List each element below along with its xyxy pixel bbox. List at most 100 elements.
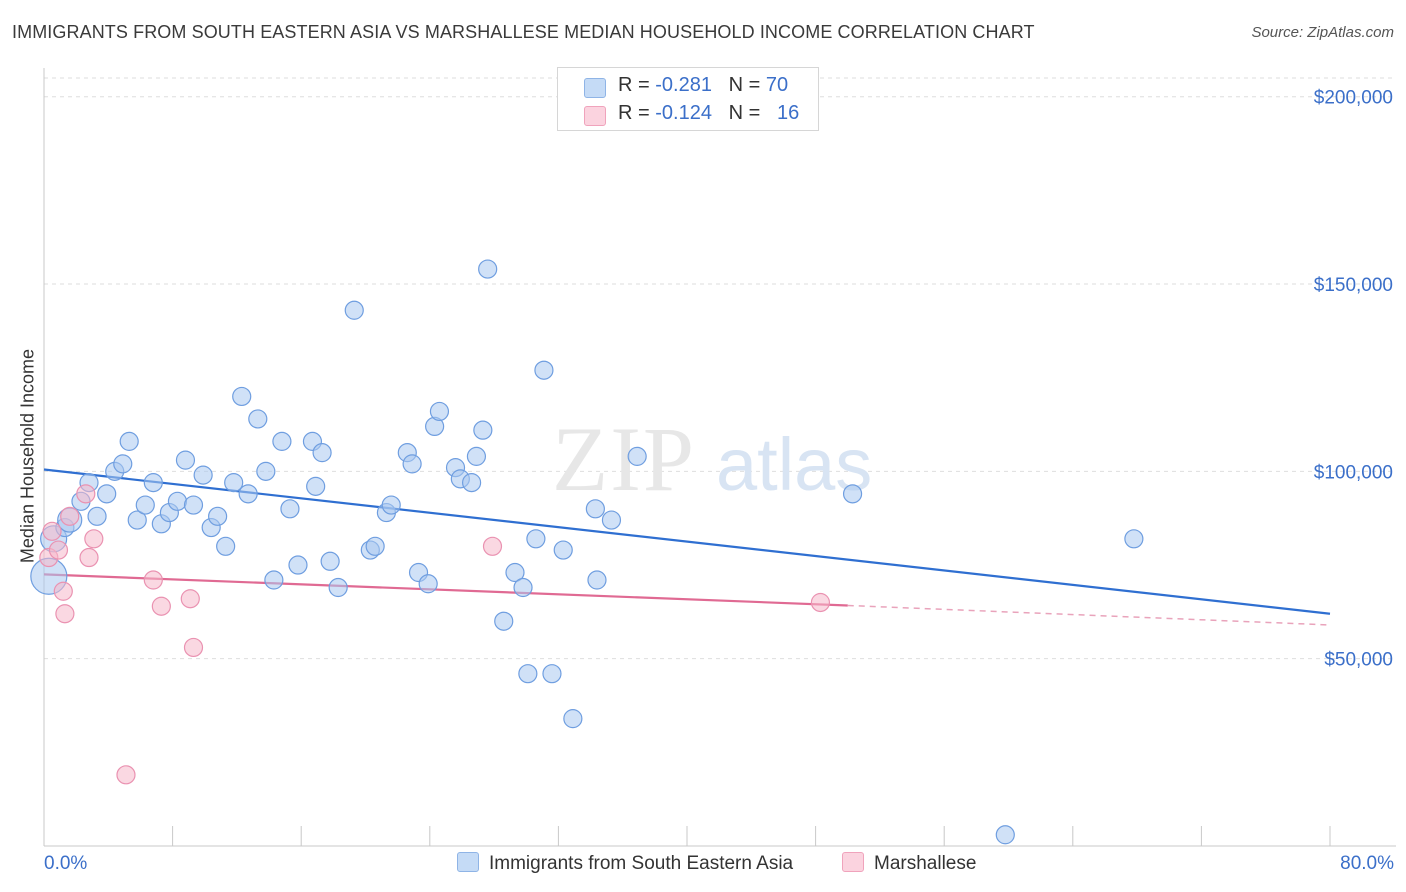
data-point-sea: [365, 536, 385, 556]
correlation-legend: R = -0.281 N = 70 R = -0.124 N = 16: [557, 67, 819, 131]
data-point-marshallese: [482, 536, 503, 556]
data-point-sea: [563, 709, 583, 729]
data-point-sea: [232, 386, 252, 407]
bottom-legend-swatch-pink: [842, 852, 864, 872]
data-point-sea: [461, 473, 482, 493]
data-point-sea: [995, 825, 1015, 845]
data-point-sea: [113, 454, 133, 474]
data-point-sea: [505, 562, 525, 583]
bottom-legend-swatch-blue: [457, 852, 479, 872]
data-point-marshallese: [180, 589, 200, 609]
x-tick-label: 0.0%: [44, 853, 87, 874]
data-point-marshallese: [42, 521, 62, 541]
data-point-marshallese: [143, 570, 163, 590]
chart-title: IMMIGRANTS FROM SOUTH EASTERN ASIA VS MA…: [12, 22, 1035, 42]
data-point-marshallese: [48, 540, 69, 560]
trend-line-marshallese-extension: [847, 604, 1331, 626]
data-point-sea: [135, 495, 155, 515]
data-point-sea: [534, 360, 554, 380]
data-point-sea: [280, 499, 300, 519]
data-point-sea: [601, 510, 622, 530]
data-point-marshallese: [79, 547, 99, 568]
data-point-sea: [1124, 529, 1144, 549]
trend-lines: [43, 468, 1331, 626]
data-point-marshallese: [60, 506, 80, 526]
trend-line-marshallese: [43, 573, 848, 607]
tick-labels: $50,000 $100,000 $150,000 $200,000 0.0% 80.0%: [44, 88, 1394, 874]
data-point-sea: [344, 300, 364, 320]
x-tick-label: 80.0%: [1340, 853, 1394, 874]
data-point-marshallese: [55, 604, 75, 624]
legend-r-label: R =: [618, 74, 656, 96]
y-axis-label: Median Household Income: [17, 348, 38, 564]
data-point-sea: [478, 259, 498, 279]
data-point-sea: [143, 473, 163, 493]
data-point-sea: [381, 495, 401, 515]
data-point-sea: [320, 551, 340, 571]
data-point-sea: [127, 510, 147, 530]
data-point-sea: [87, 506, 107, 526]
data-point-sea: [306, 476, 326, 496]
data-point-sea: [418, 574, 438, 594]
data-point-marshallese: [183, 637, 204, 658]
data-point-marshallese: [84, 529, 104, 549]
legend-r-value: -0.281: [655, 74, 712, 96]
data-point-sea: [183, 495, 204, 515]
data-point-sea: [272, 431, 292, 451]
y-tick-label: $100,000: [1314, 462, 1393, 483]
bottom-legend-label: Marshallese: [874, 853, 977, 874]
data-point-sea: [238, 484, 258, 504]
data-point-sea: [208, 506, 228, 526]
data-point-sea: [585, 499, 605, 519]
data-point-marshallese: [53, 581, 73, 601]
data-point-sea: [526, 529, 546, 549]
legend-r-value: -0.124: [655, 102, 712, 124]
data-point-marshallese: [76, 484, 96, 504]
data-point-sea: [542, 664, 562, 684]
data-point-sea: [216, 536, 236, 556]
data-point-sea: [193, 465, 213, 485]
watermark-zip: ZIP: [552, 408, 696, 510]
legend-n-label: N =: [728, 74, 766, 96]
axes: [43, 68, 1396, 847]
data-point-sea: [553, 540, 573, 560]
legend-swatch-blue: [584, 78, 606, 98]
data-point-sea: [466, 446, 487, 466]
legend-n-label: N =: [728, 102, 766, 124]
data-point-sea: [224, 473, 244, 493]
legend-r-label: R =: [618, 102, 656, 124]
bottom-legend-pink: Marshallese: [842, 852, 976, 875]
data-point-sea: [587, 570, 607, 590]
data-point-sea: [627, 446, 647, 466]
trend-line-sea: [43, 468, 1331, 615]
y-tick-label: $150,000: [1314, 275, 1393, 296]
data-point-sea: [328, 577, 348, 598]
data-point-marshallese: [151, 596, 171, 616]
data-point-sea: [264, 570, 284, 590]
data-point-sea: [256, 461, 276, 481]
data-point-sea: [513, 577, 533, 598]
data-point-sea: [312, 443, 332, 463]
data-point-sea: [175, 450, 196, 470]
data-point-sea: [518, 664, 538, 684]
data-point-sea: [167, 491, 188, 511]
watermark: ZIP atlas: [552, 408, 872, 510]
legend-swatch-pink: [584, 106, 606, 126]
data-point-sea: [119, 431, 139, 451]
data-point-sea: [97, 484, 117, 504]
legend-n-value: 70: [765, 74, 789, 96]
bottom-legend-blue: Immigrants from South Eastern Asia: [457, 852, 793, 875]
data-points: [30, 259, 1144, 845]
bottom-legend-label: Immigrants from South Eastern Asia: [489, 853, 794, 874]
data-point-sea: [288, 555, 308, 575]
data-point-sea: [473, 420, 493, 440]
data-point-sea: [429, 401, 450, 422]
data-point-sea: [402, 454, 422, 474]
y-tick-label: $50,000: [1324, 650, 1393, 671]
legend-n-value: 16: [777, 102, 800, 124]
data-point-marshallese: [116, 765, 136, 785]
data-point-sea: [842, 484, 863, 504]
grid-lines: [44, 77, 1396, 660]
y-tick-label: $200,000: [1314, 88, 1393, 109]
